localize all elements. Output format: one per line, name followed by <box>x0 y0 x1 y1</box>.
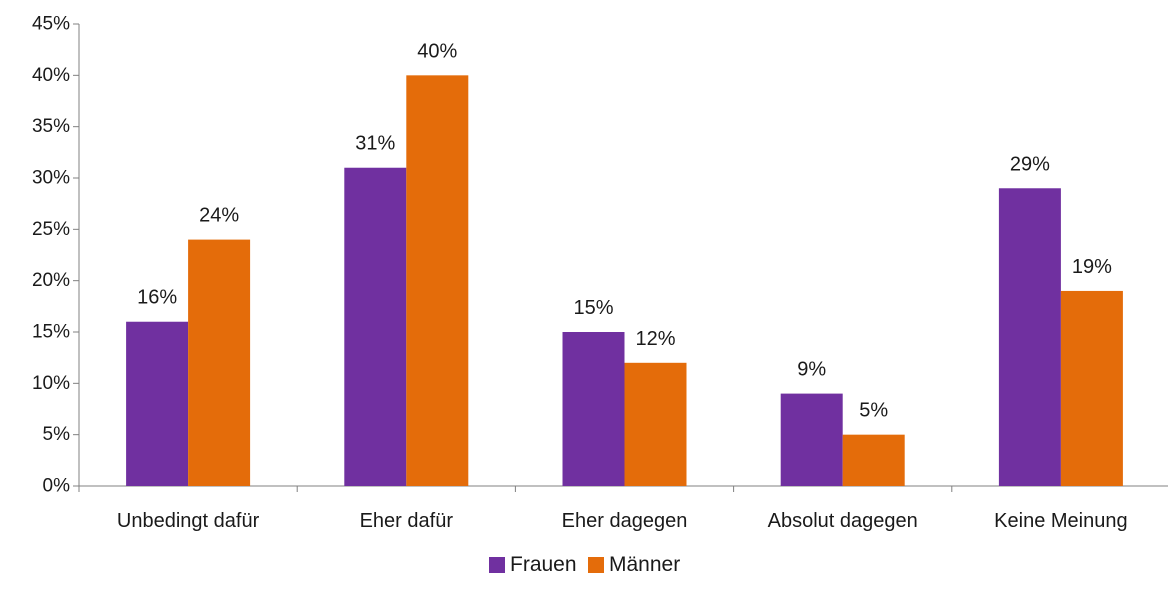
data-label: 24% <box>199 205 239 227</box>
bar-maenner <box>624 362 687 486</box>
bar-maenner <box>188 239 251 486</box>
x-category-label: Absolut dagegen <box>768 510 918 532</box>
x-category-label: Eher dagegen <box>562 510 688 532</box>
bar-maenner <box>406 75 469 486</box>
y-tick-label: 5% <box>43 424 71 445</box>
y-tick-label: 45% <box>32 14 70 35</box>
bar-frauen <box>780 393 843 486</box>
y-tick-label: 20% <box>32 270 70 291</box>
legend-label: Frauen <box>510 553 577 576</box>
bar-frauen <box>344 167 407 486</box>
x-category-label: Unbedingt dafür <box>117 510 260 532</box>
data-label: 40% <box>417 40 457 62</box>
data-label: 9% <box>797 359 826 381</box>
data-label: 16% <box>137 287 177 309</box>
y-tick-label: 30% <box>32 168 70 189</box>
legend-swatch <box>588 557 604 573</box>
data-label: 12% <box>635 328 675 350</box>
y-tick-label: 15% <box>32 322 70 343</box>
data-label: 31% <box>355 133 395 155</box>
bar-maenner <box>1060 290 1123 486</box>
y-tick-label: 25% <box>32 219 70 240</box>
legend-swatch <box>489 557 505 573</box>
y-tick-label: 10% <box>32 373 70 394</box>
bar-frauen <box>562 332 625 486</box>
bar-frauen <box>126 321 189 486</box>
y-tick-label: 35% <box>32 116 70 137</box>
data-label: 15% <box>573 297 613 319</box>
data-label: 29% <box>1010 153 1050 175</box>
x-category-label: Eher dafür <box>360 510 454 532</box>
bar-maenner <box>842 434 905 486</box>
data-label: 19% <box>1072 256 1112 278</box>
data-label: 5% <box>859 400 888 422</box>
legend-label: Männer <box>609 553 680 576</box>
bar-frauen <box>998 188 1061 486</box>
y-tick-label: 0% <box>43 476 71 497</box>
y-tick-label: 40% <box>32 65 70 86</box>
x-category-label: Keine Meinung <box>994 510 1127 532</box>
